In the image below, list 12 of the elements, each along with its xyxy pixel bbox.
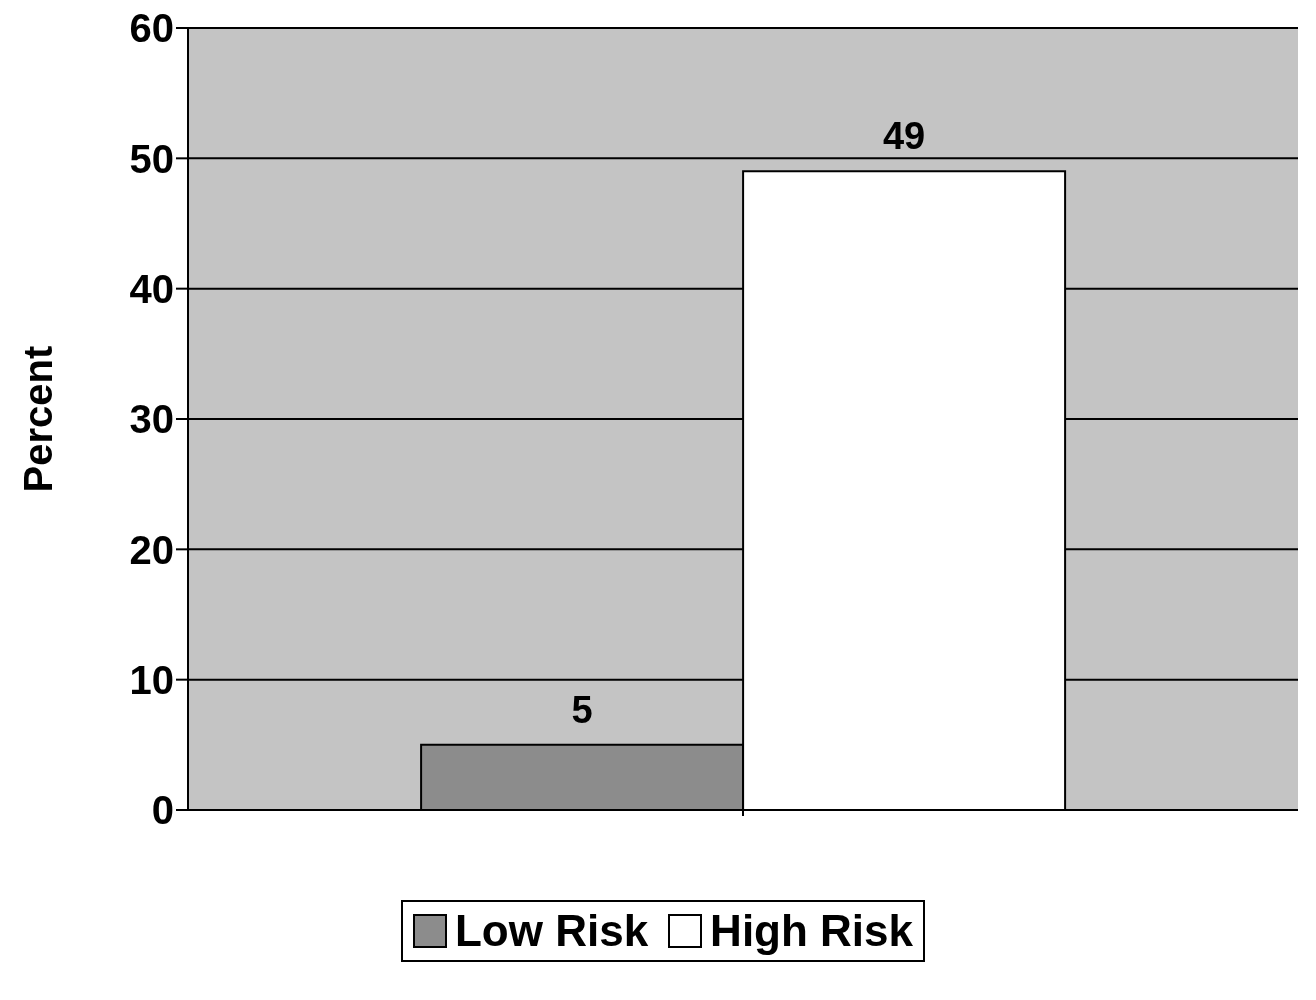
y-tick-label: 20 [129, 527, 174, 572]
legend-label: Low Risk [454, 906, 649, 956]
y-tick-label: 0 [151, 788, 174, 833]
y-tick-label: 60 [129, 6, 174, 51]
y-tick-label: 10 [129, 657, 174, 702]
data-label: 5 [571, 688, 593, 731]
legend-label: High Risk [710, 906, 914, 956]
y-tick-label: 30 [129, 397, 174, 442]
y-tick-label: 50 [129, 136, 174, 181]
y-axis-title: Percent [16, 345, 61, 493]
data-label: 49 [882, 115, 926, 158]
y-tick-label: 40 [129, 266, 174, 311]
